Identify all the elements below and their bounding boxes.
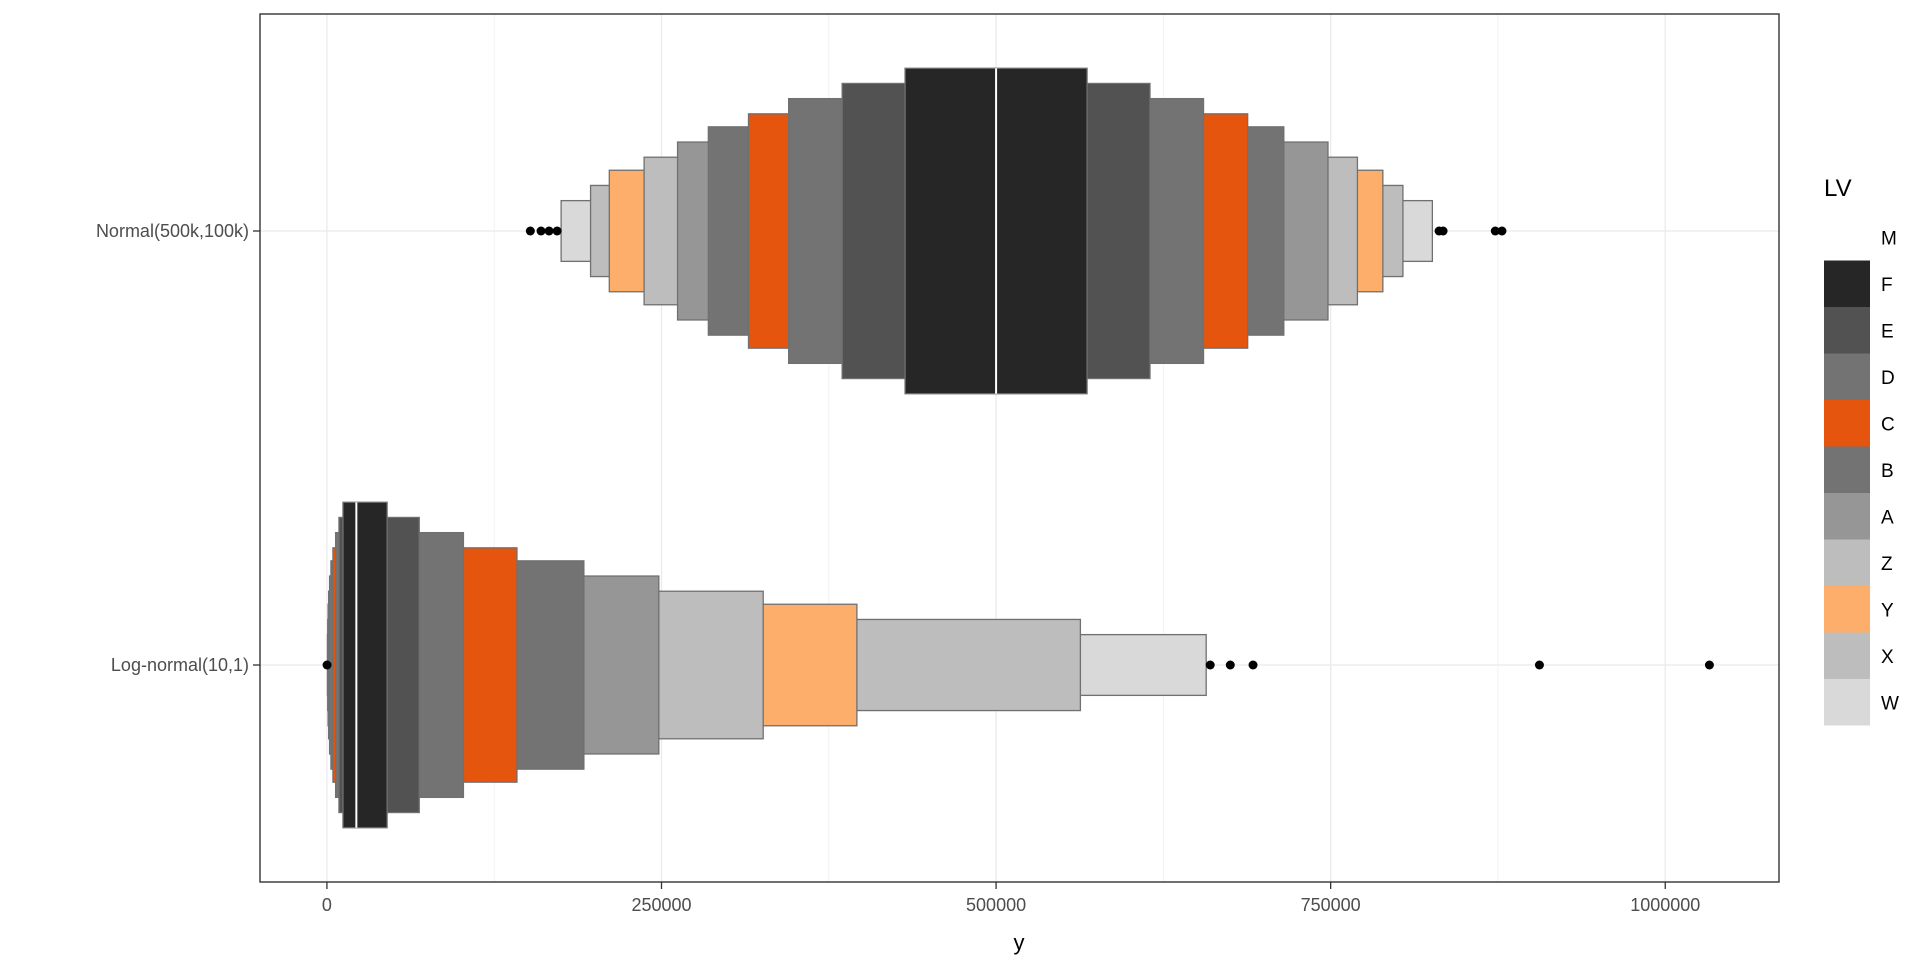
legend-label-f: F [1881,275,1893,296]
outlier-point [1248,660,1258,670]
legend-key-a [1824,493,1870,540]
legend-key-x [1824,632,1870,679]
x-axis: 0 250000 500000 750000 1000000 [322,882,1700,915]
y-tick-label: Normal(500k,100k) [96,221,249,241]
y-tick-label: Log-normal(10,1) [111,655,249,675]
outlier-point [322,660,332,670]
legend-label-d: D [1881,368,1895,389]
outlier-point [544,226,554,236]
legend-label-z: Z [1881,554,1893,575]
legend-key-w [1824,679,1870,726]
outlier-point [536,226,546,236]
legend-key-f [1824,260,1870,307]
legend-key-y [1824,586,1870,633]
outlier-point [1438,226,1448,236]
legend-label-y: Y [1881,600,1894,621]
legend-label-b: B [1881,461,1894,482]
legend-label-w: W [1881,693,1899,714]
outlier-point [1205,660,1215,670]
x-tick-label: 1000000 [1630,895,1700,915]
legend-label-a: A [1881,507,1894,528]
legend-key-d [1824,353,1870,400]
x-tick-label: 250000 [631,895,691,915]
legend-key-e [1824,307,1870,354]
legend-label-e: E [1881,321,1894,342]
outlier-point [1704,660,1714,670]
x-tick-label: 750000 [1301,895,1361,915]
y-axis: Normal(500k,100k) Log-normal(10,1) [96,221,260,675]
legend-key-z [1824,539,1870,586]
legend-label-c: C [1881,414,1895,435]
letter-value-boxes [326,67,1434,829]
legend-key-c [1824,400,1870,447]
panel-border [259,13,1780,883]
legend-key-m [1824,214,1870,261]
legend: LV M F E D C B A Z Y X W [1824,175,1899,726]
outlier-point [552,226,562,236]
x-tick-label: 500000 [966,895,1026,915]
legend-label-x: X [1881,647,1894,668]
outlier-point [1534,660,1544,670]
lv-box-f [342,501,388,829]
outlier-points [322,226,1714,670]
x-axis-title: y [1014,930,1025,955]
legend-title: LV [1824,175,1852,202]
legend-key-b [1824,446,1870,493]
legend-label-m: M [1881,228,1897,249]
outlier-point [1225,660,1235,670]
outlier-point [1497,226,1507,236]
x-tick-label: 0 [322,895,332,915]
outlier-point [525,226,535,236]
outlier-point [1490,226,1500,236]
